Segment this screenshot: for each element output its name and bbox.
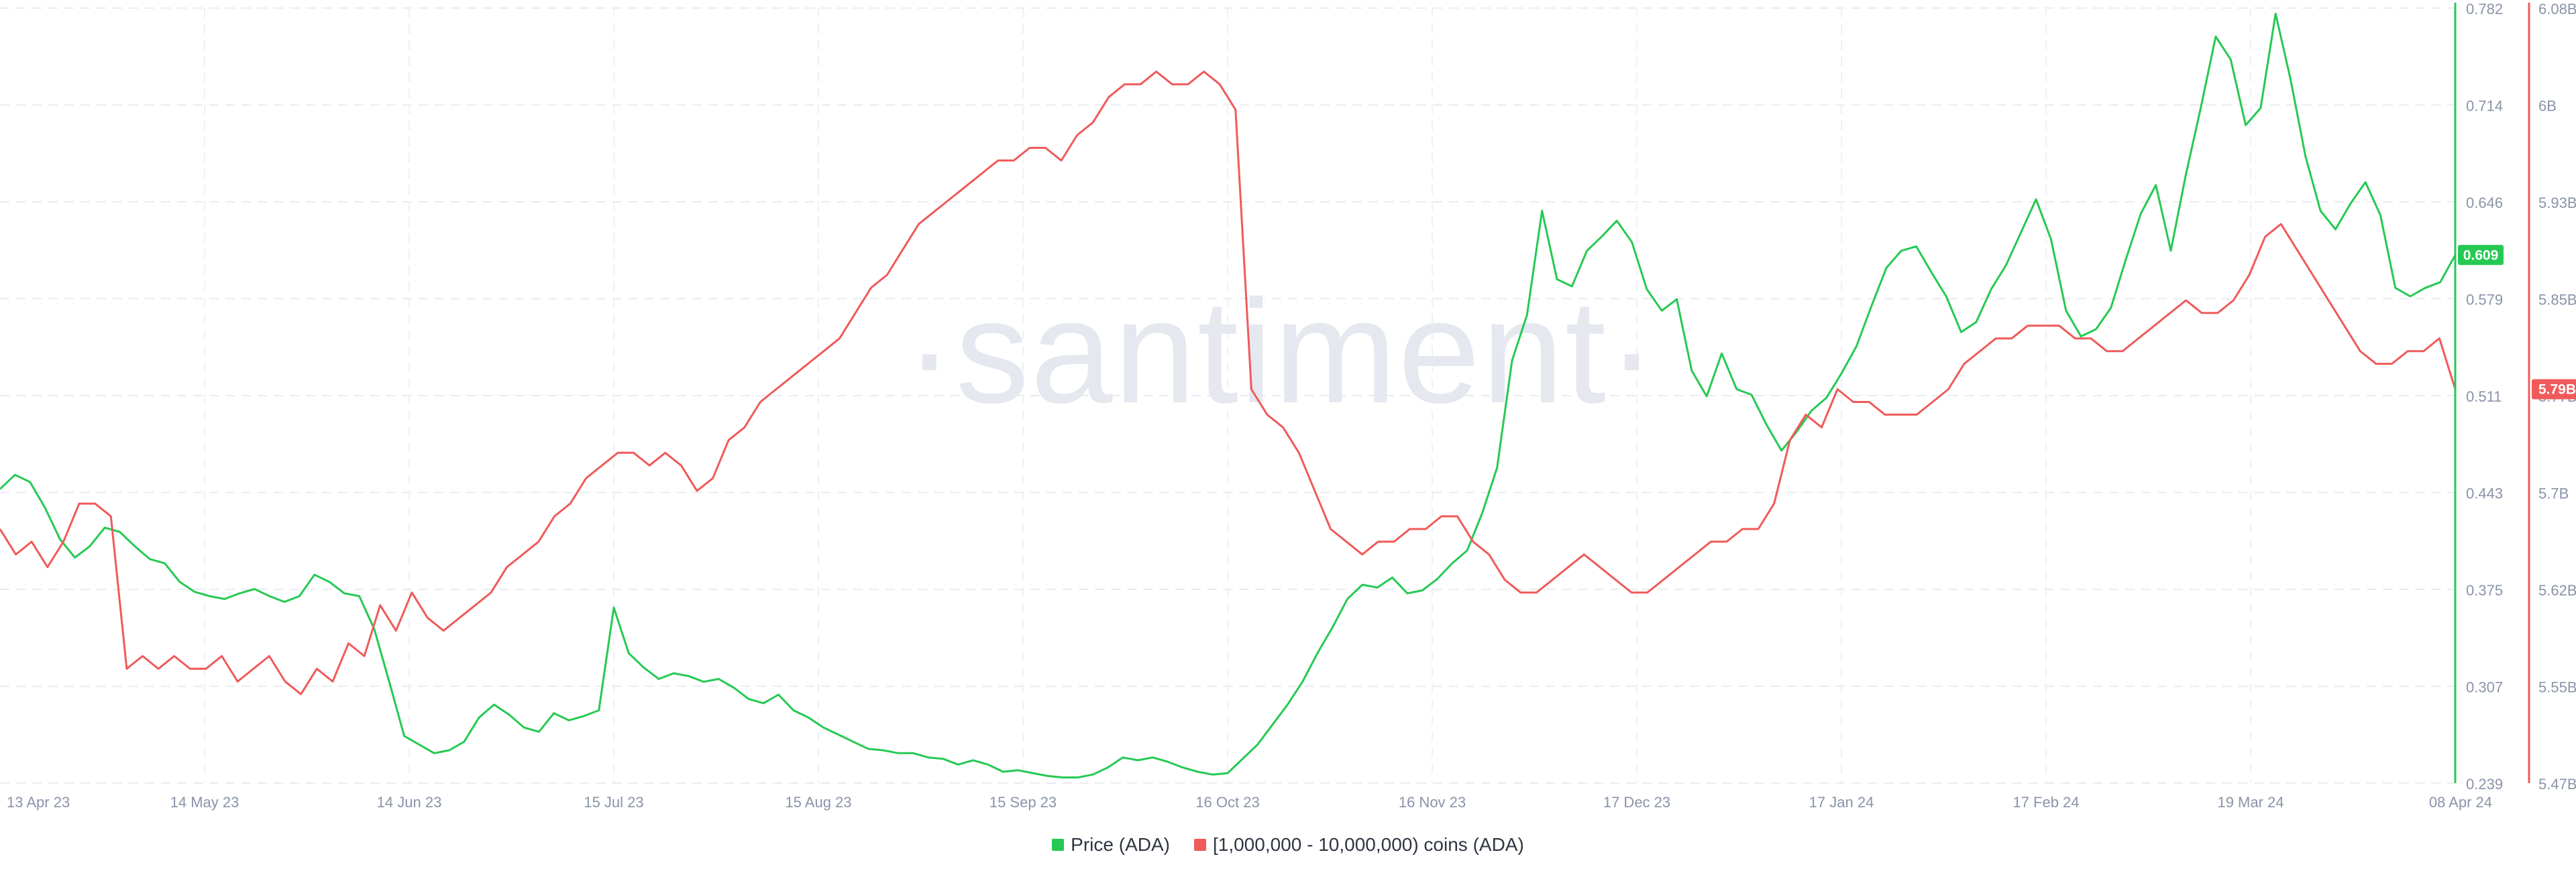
left-axis: 0.782 0.714 0.646 0.579 0.511 0.443 0.375 0.307… (2454, 1, 2504, 793)
right-tick-label: 5.62B (2538, 582, 2576, 599)
left-tick-label: 0.375 (2466, 582, 2503, 599)
right-tick-label: 6B (2538, 98, 2557, 115)
left-tick-label: 0.714 (2466, 98, 2503, 115)
badge-label: 5.79B (2538, 382, 2576, 398)
x-tick-label: 17 Jan 24 (1809, 794, 1874, 811)
x-tick-label: 14 May 23 (170, 794, 239, 811)
x-tick-label: 16 Nov 23 (1399, 794, 1466, 811)
right-tick-label: 5.85B (2538, 292, 2576, 308)
x-tick-label: 19 Mar 24 (2217, 794, 2284, 811)
left-tick-label: 0.646 (2466, 194, 2503, 211)
legend-label-holders: [1,000,000 - 10,000,000) coins (ADA) (1212, 834, 1524, 855)
last-value-badge-holders: 5.79B (2532, 379, 2576, 400)
left-tick-label: 0.579 (2466, 292, 2503, 308)
right-tick-label: 5.93B (2538, 194, 2576, 211)
x-tick-label: 15 Aug 23 (785, 794, 851, 811)
last-value-badge-price: 0.609 (2458, 245, 2504, 266)
right-tick-label: 5.55B (2538, 679, 2576, 696)
left-tick-label: 0.443 (2466, 485, 2503, 502)
right-axis: 6.08B6B5.93B5.85B5.77B5.7B5.62B5.55B5.47… (2528, 1, 2576, 793)
legend-swatch-price (1052, 839, 1065, 851)
legend-item-holders[interactable]: [1,000,000 - 10,000,000) coins (ADA) (1193, 834, 1524, 856)
x-axis: 13 Apr 23 14 May 23 14 Jun 23 15 Jul 23 15 A… (7, 794, 2492, 811)
x-tick-label: 17 Feb 24 (2012, 794, 2079, 811)
x-tick-label: 17 Dec 23 (1603, 794, 1670, 811)
badge-bg (2458, 245, 2504, 266)
left-tick-label: 0.307 (2466, 679, 2503, 696)
x-tick-label: 13 Apr 23 (7, 794, 70, 811)
legend-item-price[interactable]: Price (ADA) (1052, 834, 1170, 856)
x-tick-label: 14 Jun 23 (377, 794, 442, 811)
left-tick-label: 0.239 (2466, 776, 2503, 793)
legend-label-price: Price (ADA) (1071, 834, 1170, 855)
left-tick-label: 0.782 (2466, 1, 2503, 17)
x-tick-label: 15 Sep 23 (989, 794, 1057, 811)
right-tick-label: 5.7B (2538, 485, 2569, 502)
left-tick-label: 0.511 (2466, 388, 2502, 405)
badge-label: 0.609 (2463, 247, 2499, 263)
x-tick-label: 08 Apr 24 (2429, 794, 2492, 811)
right-tick-label: 6.08B (2538, 1, 2576, 17)
right-tick-label: 5.47B (2538, 776, 2576, 793)
badge-bg (2532, 379, 2576, 400)
watermark: ·santiment· (905, 269, 1658, 434)
legend-swatch-holders (1193, 839, 1206, 851)
series-line-price[interactable] (0, 13, 2457, 778)
grid-lines (0, 7, 2455, 784)
x-tick-label: 15 Jul 23 (584, 794, 643, 811)
legend: Price (ADA) [1,000,000 - 10,000,000) coi… (0, 831, 2576, 858)
x-tick-label: 16 Oct 23 (1195, 794, 1259, 811)
series-line-holders[interactable] (0, 70, 2457, 695)
series-layer (0, 13, 2457, 778)
